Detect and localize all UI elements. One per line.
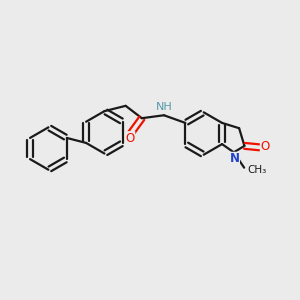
Text: N: N: [230, 152, 239, 165]
Text: NH: NH: [156, 102, 173, 112]
Text: O: O: [125, 132, 135, 145]
Text: CH₃: CH₃: [248, 165, 267, 175]
Text: O: O: [260, 140, 270, 153]
